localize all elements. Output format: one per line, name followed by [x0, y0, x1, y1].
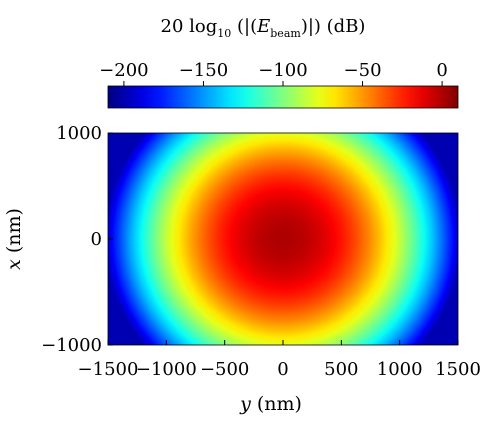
x-tick-label: −1000 [136, 359, 197, 380]
beam-field [108, 133, 458, 345]
plot-area [108, 133, 458, 345]
colorbar-tick-label: −50 [344, 60, 382, 81]
x-tick-label: 500 [324, 359, 358, 380]
x-axis-label-unit: (nm) [251, 393, 302, 415]
colorbar-tick-label: 0 [436, 60, 447, 81]
colorbar-ticks: −200 −150 −100 −50 0 [99, 60, 448, 86]
colorbar-title-close: )|) (dB) [301, 16, 366, 37]
y-tick-label: 0 [91, 229, 102, 250]
y-tick-label: 1000 [56, 123, 102, 144]
y-tick-label: −1000 [41, 335, 102, 356]
y-axis-label-unit: (nm) [3, 208, 25, 259]
y-axis-label: x (nm) [3, 208, 25, 270]
colorbar-title-symbol-subscript: beam [270, 27, 301, 40]
x-tick-label: 0 [277, 359, 288, 380]
colorbar [107, 85, 459, 109]
colorbar-title-log-subscript: 10 [217, 27, 231, 40]
colorbar-tick-label: −150 [179, 60, 228, 81]
colorbar-title-prefix: 20 log [161, 16, 218, 37]
y-axis-ticks: −1000 0 1000 [41, 123, 113, 356]
x-tick-label: −1500 [78, 359, 139, 380]
colorbar-tick-label: −200 [99, 60, 148, 81]
colorbar-title-open: (|( [231, 16, 257, 37]
y-axis-label-variable: x [3, 259, 25, 270]
x-tick-label: 1500 [435, 359, 481, 380]
colorbar-title-symbol: E [256, 16, 270, 37]
colorbar-title: 20 log10 (|(Ebeam)|) (dB) [161, 16, 366, 40]
x-axis-label: y (nm) [239, 393, 302, 415]
x-axis-ticks: −1500−1000 −500 0 500 1000 1500 [78, 340, 481, 380]
x-tick-label: −500 [200, 359, 249, 380]
x-axis-label-variable: y [239, 393, 251, 415]
colorbar-tick-label: −100 [258, 60, 307, 81]
x-tick-label: 1000 [377, 359, 423, 380]
